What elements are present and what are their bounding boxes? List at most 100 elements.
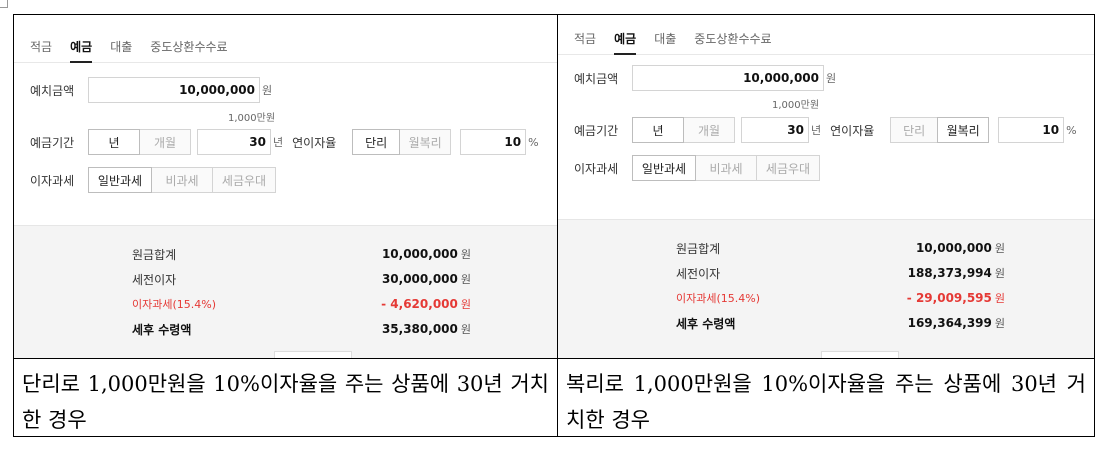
period-year-option[interactable]: 년	[632, 117, 684, 143]
calculator-screenshot-compound: 적금 예금 대출 중도상환수수료 예치금액 10,000,000 원 1,000…	[558, 15, 1094, 358]
tax-deduction-label: 이자과세(15.4%)	[132, 298, 217, 311]
tab-prepayment-fee[interactable]: 중도상환수수료	[150, 40, 228, 54]
calculator-tabs: 적금 예금 대출 중도상환수수료	[14, 29, 557, 63]
principal-label: 원금합계	[132, 248, 177, 262]
net-amount-value: 169,364,399 원	[907, 316, 1005, 330]
tax-type-toggle: 일반과세 비과세 세금우대	[632, 155, 820, 181]
tax-preferential-option[interactable]: 세금우대	[212, 167, 276, 193]
tax-preferential-option[interactable]: 세금우대	[756, 155, 820, 181]
principal-value: 10,000,000 원	[915, 241, 1005, 255]
result-tax: 이자과세(15.4%) - 29,009,595 원	[676, 290, 1005, 306]
interest-calculator: 적금 예금 대출 중도상환수수료 예치금액 10,000,000 원 1,000…	[558, 15, 1094, 358]
principal-label: 원금합계	[676, 242, 721, 256]
tab-savings[interactable]: 적금	[30, 40, 53, 54]
interest-label: 세전이자	[676, 267, 721, 281]
tax-deduction-value: - 4,620,000 원	[381, 297, 471, 311]
calculator-tabs: 적금 예금 대출 중도상환수수료	[558, 21, 1094, 55]
tax-deduction-label: 이자과세(15.4%)	[676, 292, 761, 305]
rate-compound-option[interactable]: 월복리	[399, 129, 452, 155]
deposit-note: 1,000만원	[228, 113, 276, 124]
rate-unit: %	[528, 135, 539, 149]
period-year-option[interactable]: 년	[88, 129, 140, 155]
interest-value: 30,000,000 원	[381, 272, 471, 286]
tax-deduction-value: - 29,009,595 원	[906, 291, 1005, 305]
calculator-screenshot-simple: 적금 예금 대출 중도상환수수료 예치금액 10,000,000 원 1,000…	[14, 15, 557, 358]
period-unit-toggle: 년 개월	[88, 129, 191, 155]
rate-input[interactable]: 10	[460, 129, 527, 155]
deposit-row: 예치금액 10,000,000 원	[574, 65, 836, 91]
period-value: 30	[787, 123, 804, 137]
tab-loan[interactable]: 대출	[654, 32, 677, 46]
period-unit: 년	[811, 124, 822, 137]
reset-button-edge[interactable]	[821, 351, 899, 358]
result-section: 원금합계 10,000,000 원 세전이자 30,000,000 원 이자과세(1…	[14, 225, 557, 358]
rate-compound-option[interactable]: 월복리	[937, 117, 990, 143]
deposit-amount-value: 10,000,000	[743, 71, 819, 85]
result-interest: 세전이자 188,373,994 원	[676, 265, 1005, 282]
result-net: 세후 수령액 169,364,399 원	[676, 315, 1005, 332]
net-amount-label: 세후 수령액	[132, 323, 192, 337]
caption-compound-interest: 복리로 1,000만원을 10%이자율을 주는 상품에 30년 거치한 경우	[566, 372, 1086, 432]
period-month-option[interactable]: 개월	[139, 129, 191, 155]
result-net: 세후 수령액 35,380,000 원	[132, 321, 471, 338]
deposit-amount-input[interactable]: 10,000,000	[88, 77, 260, 103]
rate-input[interactable]: 10	[998, 117, 1065, 143]
period-label: 예금기간	[574, 123, 619, 138]
rate-type-toggle: 단리 월복리	[890, 117, 990, 143]
tax-row: 이자과세 일반과세 비과세 세금우대	[574, 155, 820, 181]
deposit-amount-value: 10,000,000	[179, 83, 255, 97]
tab-deposit[interactable]: 예금	[605, 30, 645, 55]
deposit-unit: 원	[826, 72, 837, 85]
net-amount-value: 35,380,000 원	[381, 322, 471, 336]
comparison-table: 적금 예금 대출 중도상환수수료 예치금액 10,000,000 원 1,000…	[13, 14, 1095, 437]
period-unit-toggle: 년 개월	[632, 117, 735, 143]
corner-mark	[0, 0, 8, 8]
rate-label: 연이자율	[292, 135, 337, 150]
result-section: 원금합계 10,000,000 원 세전이자 188,373,994 원 이자과세(…	[558, 219, 1094, 358]
tax-row: 이자과세 일반과세 비과세 세금우대	[30, 167, 276, 193]
deposit-amount-input[interactable]: 10,000,000	[632, 65, 824, 91]
tab-prepayment-fee[interactable]: 중도상환수수료	[694, 32, 772, 46]
rate-simple-option[interactable]: 단리	[890, 117, 939, 143]
result-principal: 원금합계 10,000,000 원	[132, 246, 471, 263]
calculator-form: 예치금액 10,000,000 원 1,000만원 예금기간 년 개월 30	[14, 63, 557, 213]
deposit-label: 예치금액	[574, 71, 619, 86]
interest-calculator: 적금 예금 대출 중도상환수수료 예치금액 10,000,000 원 1,000…	[14, 15, 557, 358]
period-row: 예금기간 년 개월 30 년 연이자율 단리 월복리 10	[574, 117, 1077, 143]
rate-simple-option[interactable]: 단리	[352, 129, 401, 155]
tax-exempt-option[interactable]: 비과세	[695, 155, 757, 181]
rate-label: 연이자율	[830, 123, 875, 138]
tab-savings[interactable]: 적금	[574, 32, 597, 46]
deposit-unit: 원	[262, 84, 273, 97]
period-label: 예금기간	[30, 135, 75, 150]
calculator-form: 예치금액 10,000,000 원 1,000만원 예금기간 년 개월 30	[558, 55, 1094, 205]
tab-deposit[interactable]: 예금	[61, 38, 101, 63]
tax-general-option[interactable]: 일반과세	[632, 155, 696, 181]
rate-value: 10	[504, 135, 522, 149]
period-month-option[interactable]: 개월	[683, 117, 735, 143]
period-value: 30	[249, 135, 266, 149]
net-amount-label: 세후 수령액	[676, 317, 736, 331]
reset-button-edge[interactable]	[274, 351, 352, 358]
rate-type-toggle: 단리 월복리	[352, 129, 452, 155]
rate-value: 10	[1042, 123, 1060, 137]
caption-simple-interest: 단리로 1,000만원을 10%이자율을 주는 상품에 30년 거치한 경우	[22, 372, 549, 432]
deposit-label: 예치금액	[30, 83, 75, 98]
tax-type-toggle: 일반과세 비과세 세금우대	[88, 167, 276, 193]
tax-exempt-option[interactable]: 비과세	[151, 167, 213, 193]
period-unit: 년	[273, 136, 284, 149]
tax-general-option[interactable]: 일반과세	[88, 167, 152, 193]
period-input[interactable]: 30	[741, 117, 809, 143]
tax-label: 이자과세	[574, 161, 619, 176]
period-input[interactable]: 30	[197, 129, 271, 155]
result-tax: 이자과세(15.4%) - 4,620,000 원	[132, 296, 471, 312]
interest-value: 188,373,994 원	[907, 266, 1005, 280]
tax-label: 이자과세	[30, 173, 75, 188]
period-row: 예금기간 년 개월 30 년 연이자율 단리 월복리 10	[30, 129, 539, 155]
rate-unit: %	[1066, 123, 1077, 137]
result-interest: 세전이자 30,000,000 원	[132, 271, 471, 288]
principal-value: 10,000,000 원	[381, 247, 471, 261]
interest-label: 세전이자	[132, 273, 177, 287]
tab-loan[interactable]: 대출	[110, 40, 133, 54]
result-principal: 원금합계 10,000,000 원	[676, 240, 1005, 257]
